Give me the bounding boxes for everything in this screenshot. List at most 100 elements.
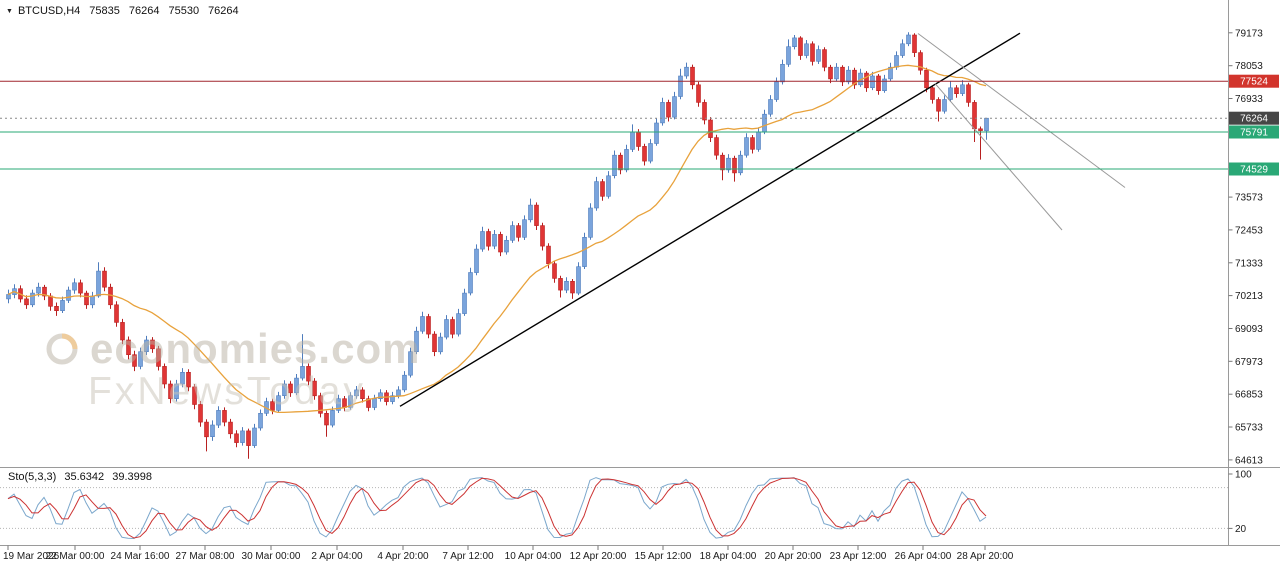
candle [342, 398, 347, 408]
candle [234, 433, 239, 443]
candle [606, 175, 611, 197]
price-axis-label: 67973 [1235, 357, 1263, 368]
candle [210, 424, 215, 437]
candle [972, 102, 977, 130]
price-axis-label: 65733 [1235, 423, 1263, 434]
price-axis-label: 78053 [1235, 61, 1263, 72]
trendline-descending-channel-lower[interactable] [934, 83, 1063, 231]
candle [774, 81, 779, 100]
candle [936, 99, 941, 112]
candle [954, 87, 959, 95]
time-axis-label: 10 Apr 04:00 [505, 551, 562, 562]
trendline-ascending-support[interactable] [399, 32, 1021, 407]
time-axis-label: 23 Apr 12:00 [830, 551, 887, 562]
ohlc-low: 75530 [168, 5, 200, 17]
candle [498, 234, 503, 253]
price-badge-current-price [1229, 111, 1279, 125]
candle [456, 313, 461, 335]
candle [738, 154, 743, 174]
price-axis-label: 69093 [1235, 324, 1263, 335]
trendline-descending-channel-upper[interactable] [917, 33, 1126, 188]
candle [780, 64, 785, 83]
candle [60, 300, 65, 311]
candle [348, 395, 353, 408]
candle [516, 225, 521, 238]
candle [426, 316, 431, 335]
candle [474, 248, 479, 273]
candle [360, 389, 365, 399]
candle [600, 181, 605, 197]
candle [852, 69, 857, 86]
candle [522, 219, 527, 238]
candle [540, 225, 545, 247]
candle [816, 49, 821, 62]
candle [36, 286, 41, 294]
candle [642, 146, 647, 162]
candle [252, 427, 257, 446]
candle [174, 383, 179, 399]
candle [366, 398, 371, 408]
candle [438, 336, 443, 353]
candle [282, 383, 287, 396]
indicator-header: Sto(5,3,3) 35.6342 39.3998 [8, 471, 152, 483]
candle [144, 339, 149, 352]
candle [114, 304, 119, 323]
candle [696, 84, 701, 103]
time-axis-label: 20 Apr 20:00 [765, 551, 822, 562]
time-axis-label: 18 Apr 04:00 [700, 551, 757, 562]
candle [408, 351, 413, 376]
candle [792, 37, 797, 48]
candle [336, 398, 341, 411]
price-axis-label: 70213 [1235, 291, 1263, 302]
time-axis-label: 7 Apr 12:00 [442, 551, 494, 562]
candle [216, 410, 221, 426]
candle [102, 270, 107, 288]
candle [942, 99, 947, 112]
candle [312, 380, 317, 397]
candle [960, 84, 965, 94]
candle [330, 410, 335, 426]
price-axis-label: 79173 [1235, 28, 1263, 39]
price-badge-resistance [1229, 74, 1279, 88]
time-axis-label: 30 Mar 00:00 [242, 551, 301, 562]
candle [630, 131, 635, 150]
candle [48, 295, 53, 307]
candle [846, 69, 851, 83]
ohlc-high: 76264 [128, 5, 160, 17]
time-axis-label: 24 Mar 16:00 [111, 551, 170, 562]
candle [648, 143, 653, 162]
price-axis-label: 71333 [1235, 258, 1263, 269]
candle [924, 69, 929, 89]
candle [762, 113, 767, 133]
candle [246, 430, 251, 446]
candle [528, 204, 533, 221]
candle [966, 84, 971, 103]
candle [198, 404, 203, 423]
candle [300, 366, 305, 379]
candle [708, 119, 713, 138]
price-badge-label: 75791 [1240, 128, 1268, 139]
candle [918, 52, 923, 71]
candle [894, 55, 899, 68]
price-badge-label: 76264 [1240, 114, 1268, 125]
indicator-main-value: 35.6342 [64, 471, 105, 483]
candle [840, 66, 845, 83]
candle [876, 75, 881, 91]
candle [612, 154, 617, 176]
time-axis-label: 28 Apr 20:00 [957, 551, 1014, 562]
candle [240, 430, 245, 443]
candle [156, 348, 161, 367]
candle [168, 383, 173, 399]
candle [678, 75, 683, 97]
stochastic-axis-label: 100 [1235, 470, 1252, 481]
candle [978, 128, 983, 131]
candle [822, 49, 827, 68]
candle [672, 96, 677, 118]
candle [372, 398, 377, 408]
time-axis-label: 4 Apr 20:00 [377, 551, 429, 562]
indicator-name: Sto(5,3,3) [8, 471, 57, 483]
candle [744, 137, 749, 156]
candle [786, 46, 791, 65]
candle [714, 137, 719, 156]
